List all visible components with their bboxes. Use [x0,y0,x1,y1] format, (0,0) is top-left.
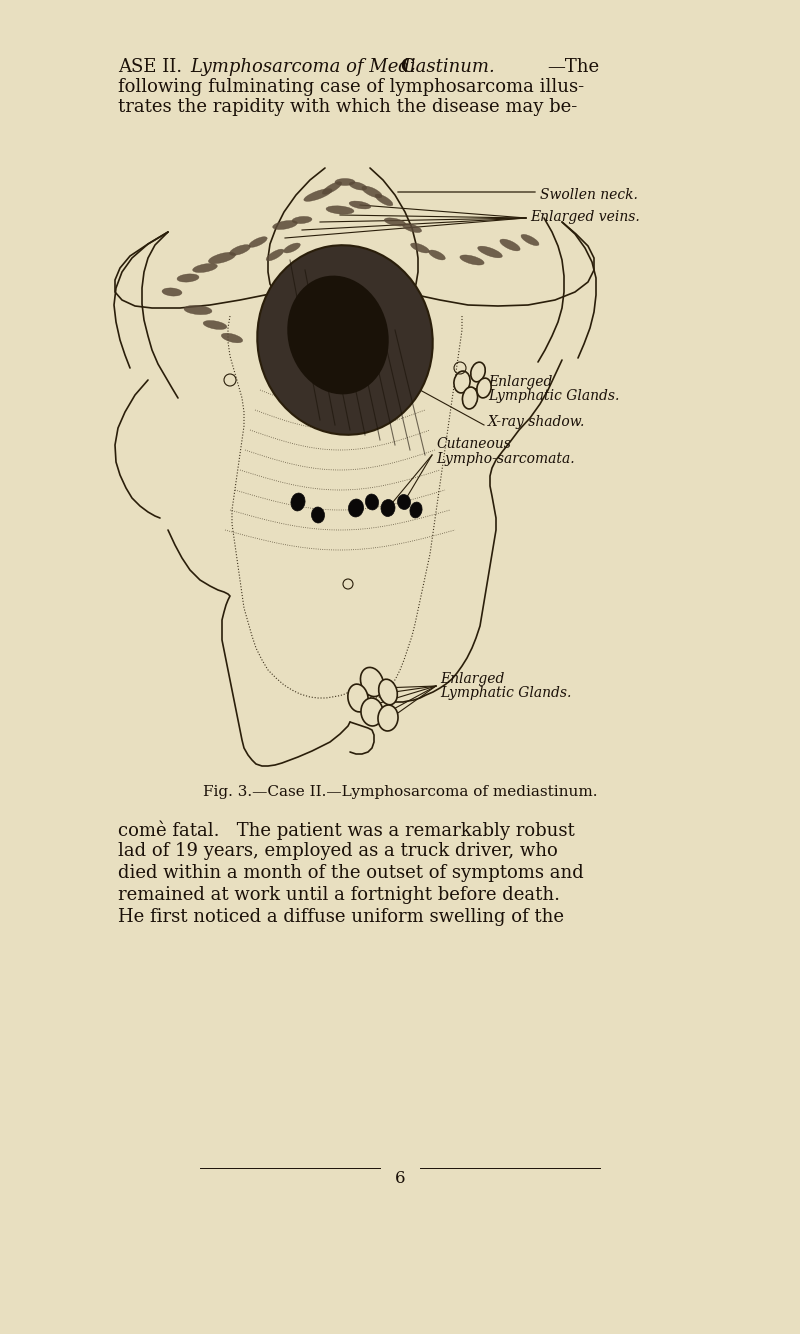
Ellipse shape [521,235,539,245]
Text: He first noticed a diffuse uniform swelling of the: He first noticed a diffuse uniform swell… [118,908,564,926]
Text: trates the rapidity with which the disease may be-: trates the rapidity with which the disea… [118,97,578,116]
Ellipse shape [410,243,430,253]
Ellipse shape [335,179,355,185]
Ellipse shape [249,236,267,247]
Ellipse shape [381,499,395,516]
Ellipse shape [349,201,371,209]
Ellipse shape [470,362,486,382]
Ellipse shape [184,305,212,315]
Text: ASE II.: ASE II. [118,57,194,76]
Ellipse shape [361,667,383,696]
Ellipse shape [477,378,491,398]
Text: following fulminating case of lymphosarcoma illus-: following fulminating case of lymphosarc… [118,77,584,96]
Ellipse shape [203,320,227,329]
Text: Enlarged: Enlarged [440,672,504,686]
Ellipse shape [375,195,393,205]
Text: —The: —The [547,57,599,76]
Ellipse shape [230,244,250,255]
Ellipse shape [454,371,470,394]
Ellipse shape [362,187,382,197]
Text: Lymphatic Glands.: Lymphatic Glands. [440,686,571,700]
Ellipse shape [398,495,410,510]
Ellipse shape [311,507,325,523]
Text: C: C [400,57,414,76]
Ellipse shape [378,706,398,731]
Text: Cutaneous: Cutaneous [436,438,511,451]
Ellipse shape [378,679,398,704]
Ellipse shape [322,181,342,195]
Ellipse shape [162,288,182,296]
Ellipse shape [266,249,284,261]
Ellipse shape [326,205,354,215]
Text: Lymphatic Glands.: Lymphatic Glands. [488,390,619,403]
Ellipse shape [460,255,484,265]
Text: remained at work until a fortnight before death.: remained at work until a fortnight befor… [118,886,560,904]
Text: Swollen neck.: Swollen neck. [540,188,638,201]
Ellipse shape [291,494,305,511]
Text: Enlarged veins.: Enlarged veins. [530,209,640,224]
Ellipse shape [478,247,502,257]
Ellipse shape [284,243,300,253]
Ellipse shape [384,217,406,227]
Ellipse shape [292,216,312,224]
Ellipse shape [348,684,368,712]
Ellipse shape [349,499,363,518]
Ellipse shape [273,220,298,229]
Ellipse shape [500,239,520,251]
Ellipse shape [462,387,478,410]
Ellipse shape [429,249,446,260]
Ellipse shape [410,502,422,518]
Ellipse shape [350,181,366,191]
Ellipse shape [177,273,199,281]
Text: died within a month of the outset of symptoms and: died within a month of the outset of sym… [118,864,584,882]
Text: Fig. 3.—Case II.—Lymphosarcoma of mediastinum.: Fig. 3.—Case II.—Lymphosarcoma of medias… [202,784,598,799]
Ellipse shape [361,698,383,726]
Text: 6: 6 [394,1170,406,1187]
Text: comè fatal.   The patient was a remarkably robust: comè fatal. The patient was a remarkabl… [118,820,574,839]
Ellipse shape [287,276,389,395]
Text: Enlarged: Enlarged [488,375,552,390]
Ellipse shape [222,334,242,343]
Ellipse shape [304,188,332,201]
Ellipse shape [258,245,433,435]
Text: X-ray shadow.: X-ray shadow. [488,415,586,430]
Ellipse shape [209,252,235,264]
Ellipse shape [402,224,422,232]
Text: lad of 19 years, employed as a truck driver, who: lad of 19 years, employed as a truck dri… [118,842,558,860]
Ellipse shape [193,264,218,272]
Text: Lymphosarcoma of Mediastinum.: Lymphosarcoma of Mediastinum. [190,57,494,76]
Text: Lympho-sarcomata.: Lympho-sarcomata. [436,452,574,466]
Ellipse shape [366,494,378,510]
